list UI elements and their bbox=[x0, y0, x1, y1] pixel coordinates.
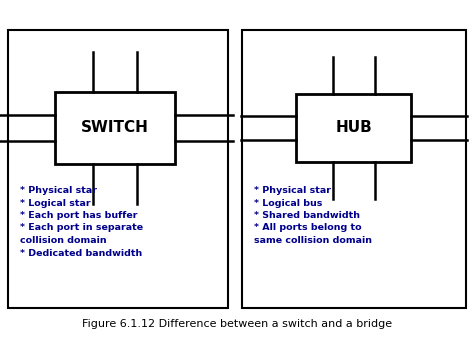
Bar bbox=[8, 30, 228, 308]
Bar bbox=[242, 30, 466, 308]
Bar bbox=[55, 92, 175, 164]
Text: SWITCH: SWITCH bbox=[81, 121, 149, 136]
Text: Figure 6.1.12 Difference between a switch and a bridge: Figure 6.1.12 Difference between a switc… bbox=[82, 319, 392, 329]
Bar bbox=[297, 94, 411, 162]
Text: * Physical star
* Logical bus
* Shared bandwidth
* All ports belong to
same coll: * Physical star * Logical bus * Shared b… bbox=[254, 186, 372, 245]
Text: * Physical star
* Logical star
* Each port has buffer
* Each port in separate
co: * Physical star * Logical star * Each po… bbox=[20, 186, 143, 258]
Text: HUB: HUB bbox=[336, 121, 373, 136]
